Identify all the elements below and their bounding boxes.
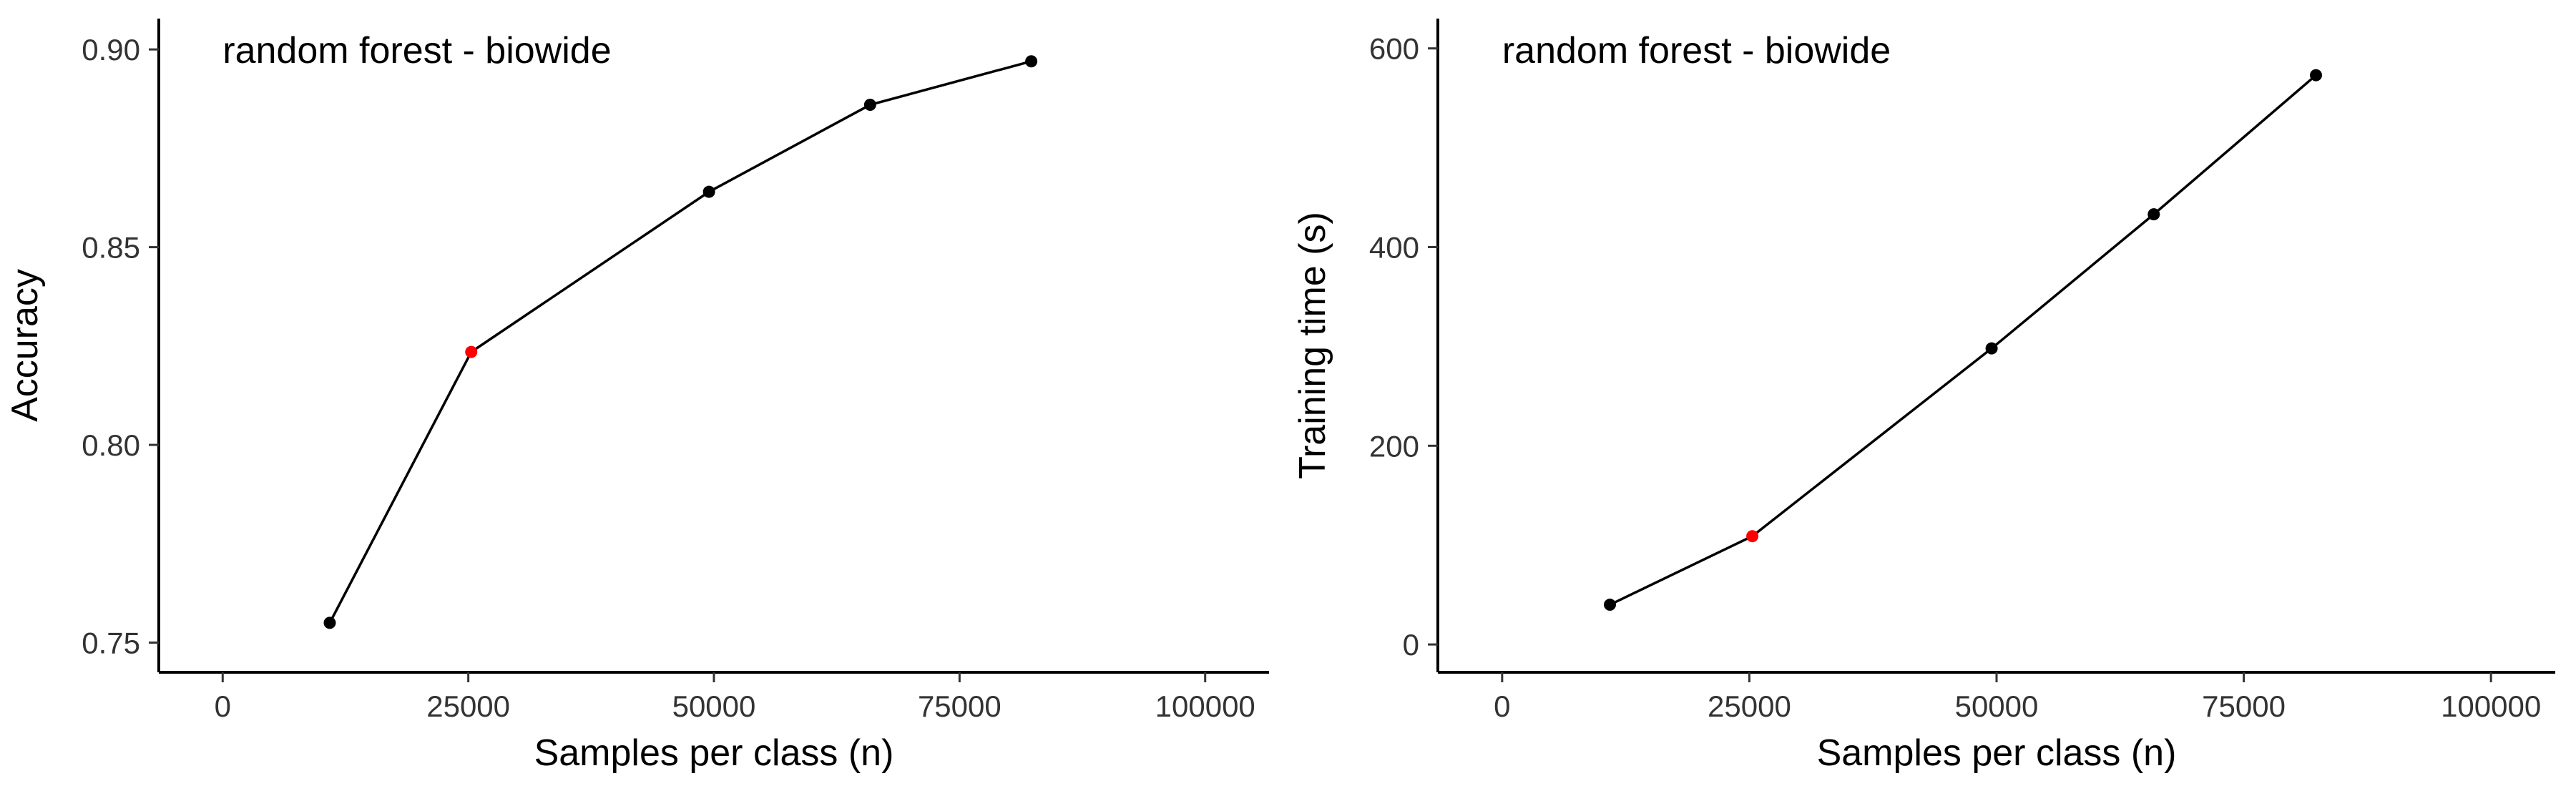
- x-tick-label: 75000: [918, 689, 1001, 723]
- x-tick-label: 0: [215, 689, 231, 723]
- x-tick-label: 50000: [672, 689, 756, 723]
- x-tick-label: 0: [1494, 689, 1510, 723]
- data-point: [1604, 599, 1617, 611]
- data-point: [1025, 55, 1038, 68]
- data-point: [1985, 342, 1998, 355]
- data-point: [323, 616, 336, 629]
- y-tick-label: 400: [1369, 230, 1419, 264]
- panel-annotation: random forest - biowide: [1502, 30, 1891, 72]
- accuracy-panel: 0 25000 50000 75000 100000 0.75 0.80 0.85 0.90 Sa…: [4, 19, 1269, 774]
- y-tick-label: 0.75: [82, 627, 140, 660]
- y-tick-label: 0.80: [82, 428, 140, 462]
- y-tick-label: 0.90: [82, 33, 140, 67]
- data-point: [2309, 69, 2322, 82]
- y-axis-title: Training time (s): [1292, 212, 1333, 479]
- y-axis-title: Accuracy: [4, 269, 46, 422]
- data-point: [2148, 208, 2160, 221]
- x-tick-label: 75000: [2202, 689, 2286, 723]
- x-tick-label: 25000: [1708, 689, 1791, 723]
- y-tick-label: 0: [1403, 628, 1419, 662]
- x-axis-title: Samples per class (n): [534, 732, 894, 774]
- data-point: [863, 99, 876, 112]
- y-tick-label: 200: [1369, 429, 1419, 463]
- highlighted-data-point: [465, 345, 478, 358]
- x-axis-title: Samples per class (n): [1817, 732, 2177, 774]
- x-tick-label: 100000: [1155, 689, 1255, 723]
- series-line: [328, 60, 1032, 624]
- highlighted-data-point: [1746, 530, 1759, 543]
- panel-annotation: random forest - biowide: [222, 30, 611, 72]
- data-point: [702, 185, 715, 198]
- series-line: [1609, 74, 2317, 606]
- y-tick-label: 0.85: [82, 231, 140, 265]
- x-tick-label: 50000: [1955, 689, 2039, 723]
- x-tick-label: 25000: [426, 689, 510, 723]
- x-tick-label: 100000: [2441, 689, 2541, 723]
- training-time-panel: 0 25000 50000 75000 100000 0 200 400 600 Samples …: [1292, 19, 2555, 774]
- y-tick-label: 600: [1369, 32, 1419, 66]
